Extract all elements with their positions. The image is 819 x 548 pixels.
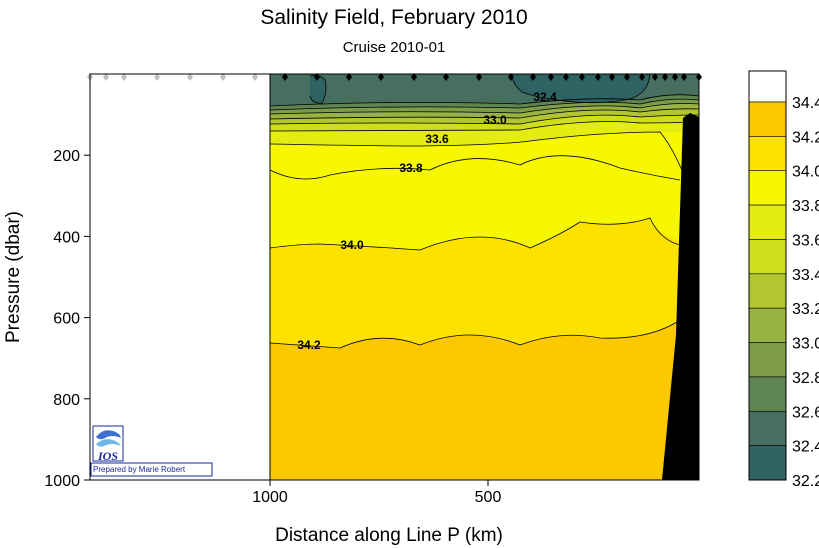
wave-icon (96, 430, 121, 440)
colorbar-tick-label: 33.8 (792, 198, 819, 215)
station-marker (548, 73, 554, 81)
y-tick-label: 800 (53, 392, 80, 409)
colorbar-tick-label: 32.4 (792, 439, 819, 456)
colorbar-swatch (748, 410, 787, 446)
contour-line (269, 114, 700, 125)
colorbar-swatch (748, 307, 787, 343)
y-axis-title: Pressure (dbar) (3, 211, 24, 343)
colorbar-swatch (748, 204, 787, 240)
surface-pool (512, 74, 650, 103)
colorbar-tick-label: 32.8 (792, 370, 819, 387)
contour-line (269, 98, 700, 111)
surface-pool-small (310, 75, 326, 104)
colorbar-tick-label: 34.0 (792, 164, 819, 181)
y-tick-label: 400 (53, 229, 80, 246)
x-axis: 1000 500 (252, 480, 501, 506)
chart-subtitle: Cruise 2010-01 (343, 39, 446, 56)
contour-label: 33.6 (425, 132, 449, 146)
colorbar-tick-label: 33.6 (792, 232, 819, 249)
colorbar-swatch (748, 239, 787, 275)
station-markers (87, 73, 702, 81)
colorbar-tick-label: 33.2 (792, 301, 819, 318)
station-marker (443, 73, 449, 81)
station-marker (652, 73, 658, 81)
contour-line (511, 73, 651, 104)
colorbar-swatch (748, 273, 787, 309)
contour-fills (270, 74, 699, 481)
station-marker (476, 73, 482, 81)
station-marker (563, 73, 569, 81)
bathymetry-mask (662, 113, 699, 480)
contour-label: 34.2 (297, 338, 321, 352)
y-axis: 200 400 600 800 1000 (44, 148, 90, 490)
plot-frame (89, 73, 700, 481)
station-marker (314, 73, 320, 81)
chart-title: Salinity Field, February 2010 (260, 6, 527, 29)
colorbar-tick-label: 32.2 (792, 473, 819, 490)
x-tick-label: 1000 (252, 489, 288, 506)
station-marker (639, 73, 645, 81)
colorbar-tick-label: 33.4 (792, 267, 819, 284)
contour-label: 34.0 (340, 238, 364, 252)
contour-line (269, 131, 691, 191)
colorbar-swatch (748, 136, 787, 172)
colorbar-swatch (748, 170, 787, 206)
colorbar-swatch (748, 342, 787, 378)
contour-lines (269, 73, 700, 349)
y-tick-label: 1000 (44, 473, 80, 490)
credit-box (90, 462, 213, 477)
contour-line (269, 108, 700, 120)
colorbar-swatch (748, 70, 787, 103)
station-marker (681, 73, 687, 81)
contour-line (269, 121, 700, 132)
station-marker (508, 73, 514, 81)
colorbar-swatch (748, 445, 787, 481)
contour-label: 33.0 (483, 113, 507, 127)
colorbar-tick-label: 34.2 (792, 129, 819, 146)
ios-logo-text: IOS (97, 449, 118, 463)
contour-label: 32.4 (533, 90, 557, 104)
contour-label-group: 32.4 33.0 33.6 33.8 34.0 34.2 (297, 90, 557, 352)
y-tick-label: 600 (53, 311, 80, 328)
station-marker (121, 73, 127, 81)
station-marker (609, 73, 615, 81)
station-marker (411, 73, 417, 81)
colorbar-frame (748, 70, 787, 481)
x-axis-title: Distance along Line P (km) (275, 525, 503, 546)
colorbar-tick-label: 33.0 (792, 336, 819, 353)
wave-icon-lower (96, 439, 121, 447)
station-marker (103, 73, 109, 81)
credit-text: Prepared by Marie Robert (93, 465, 186, 474)
station-marker (624, 73, 630, 81)
colorbar: 34.4 34.2 34.0 33.8 33.6 33.4 33.2 33.0 32.8 32.6… (748, 70, 819, 490)
station-marker (252, 73, 258, 81)
station-marker (282, 73, 288, 81)
station-marker (187, 73, 193, 81)
x-tick-label: 500 (475, 489, 502, 506)
contour-line (269, 94, 700, 107)
contour-line (269, 155, 681, 181)
colorbar-tick-label: 32.6 (792, 404, 819, 421)
contour-band (270, 320, 699, 480)
station-marker (672, 73, 678, 81)
contour-line (269, 217, 681, 251)
ios-credit: IOS Prepared by Marie Robert (90, 425, 213, 477)
contour-label: 33.8 (399, 161, 423, 175)
station-marker (346, 73, 352, 81)
station-marker (154, 73, 160, 81)
colorbar-swatch (748, 101, 787, 137)
station-marker (595, 73, 601, 81)
colorbar-swatch (748, 376, 787, 412)
station-marker (579, 73, 585, 81)
contour-line (269, 319, 681, 349)
station-marker (662, 73, 668, 81)
colorbar-tick-label: 34.4 (792, 95, 819, 112)
y-tick-label: 200 (53, 148, 80, 165)
station-marker (220, 73, 226, 81)
station-marker (530, 73, 536, 81)
station-marker (378, 73, 384, 81)
contour-line (269, 103, 700, 115)
